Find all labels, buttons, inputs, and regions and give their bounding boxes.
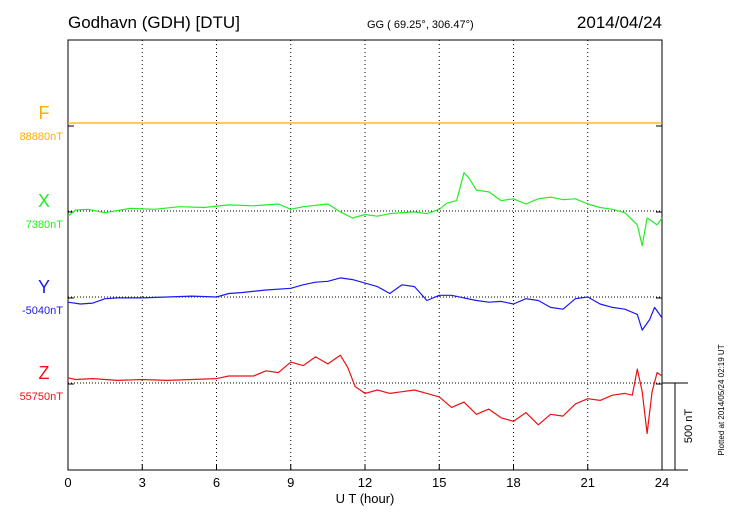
- baseline-value-f: 88880nT: [20, 131, 64, 143]
- scale-bar: 500 nT: [662, 382, 695, 471]
- x-tick-label: 15: [432, 475, 446, 490]
- x-axis-label: U T (hour): [336, 491, 395, 506]
- baseline-value-z: 55750nT: [20, 391, 64, 403]
- series-name-x: X: [38, 191, 50, 211]
- x-tick-label: 21: [581, 475, 595, 490]
- x-tick-label: 6: [213, 475, 220, 490]
- station-coordinates: GG ( 69.25°, 306.47°): [367, 19, 474, 31]
- x-tick-label: 18: [506, 475, 520, 490]
- series-name-z: Z: [39, 363, 50, 383]
- x-tick-label: 9: [287, 475, 294, 490]
- series-line-z: [67, 354, 663, 435]
- series-name-y: Y: [38, 277, 50, 297]
- plotted-timestamp: Plotted at 2014/05/24 02:19 UT: [717, 344, 726, 455]
- baseline-value-x: 7380nT: [26, 219, 64, 231]
- x-axis: 0 3 6 9 12 15 18 21 24: [64, 125, 669, 490]
- station-title: Godhavn (GDH) [DTU]: [68, 13, 240, 32]
- series-line-y: [67, 277, 663, 331]
- x-tick-label: 12: [358, 475, 372, 490]
- x-tick-label: 0: [64, 475, 71, 490]
- plot-date: 2014/04/24: [577, 13, 662, 32]
- grid-lines: [68, 40, 662, 470]
- series-layer: F 88880nT X 7380nT Y -5040nT Z 55750nT: [20, 103, 663, 435]
- series-name-f: F: [39, 103, 50, 123]
- x-tick-label: 3: [139, 475, 146, 490]
- x-tick-label: 24: [655, 475, 669, 490]
- series-line-x: [67, 172, 663, 247]
- scale-bar-label: 500 nT: [683, 409, 695, 444]
- baseline-value-y: -5040nT: [22, 305, 63, 317]
